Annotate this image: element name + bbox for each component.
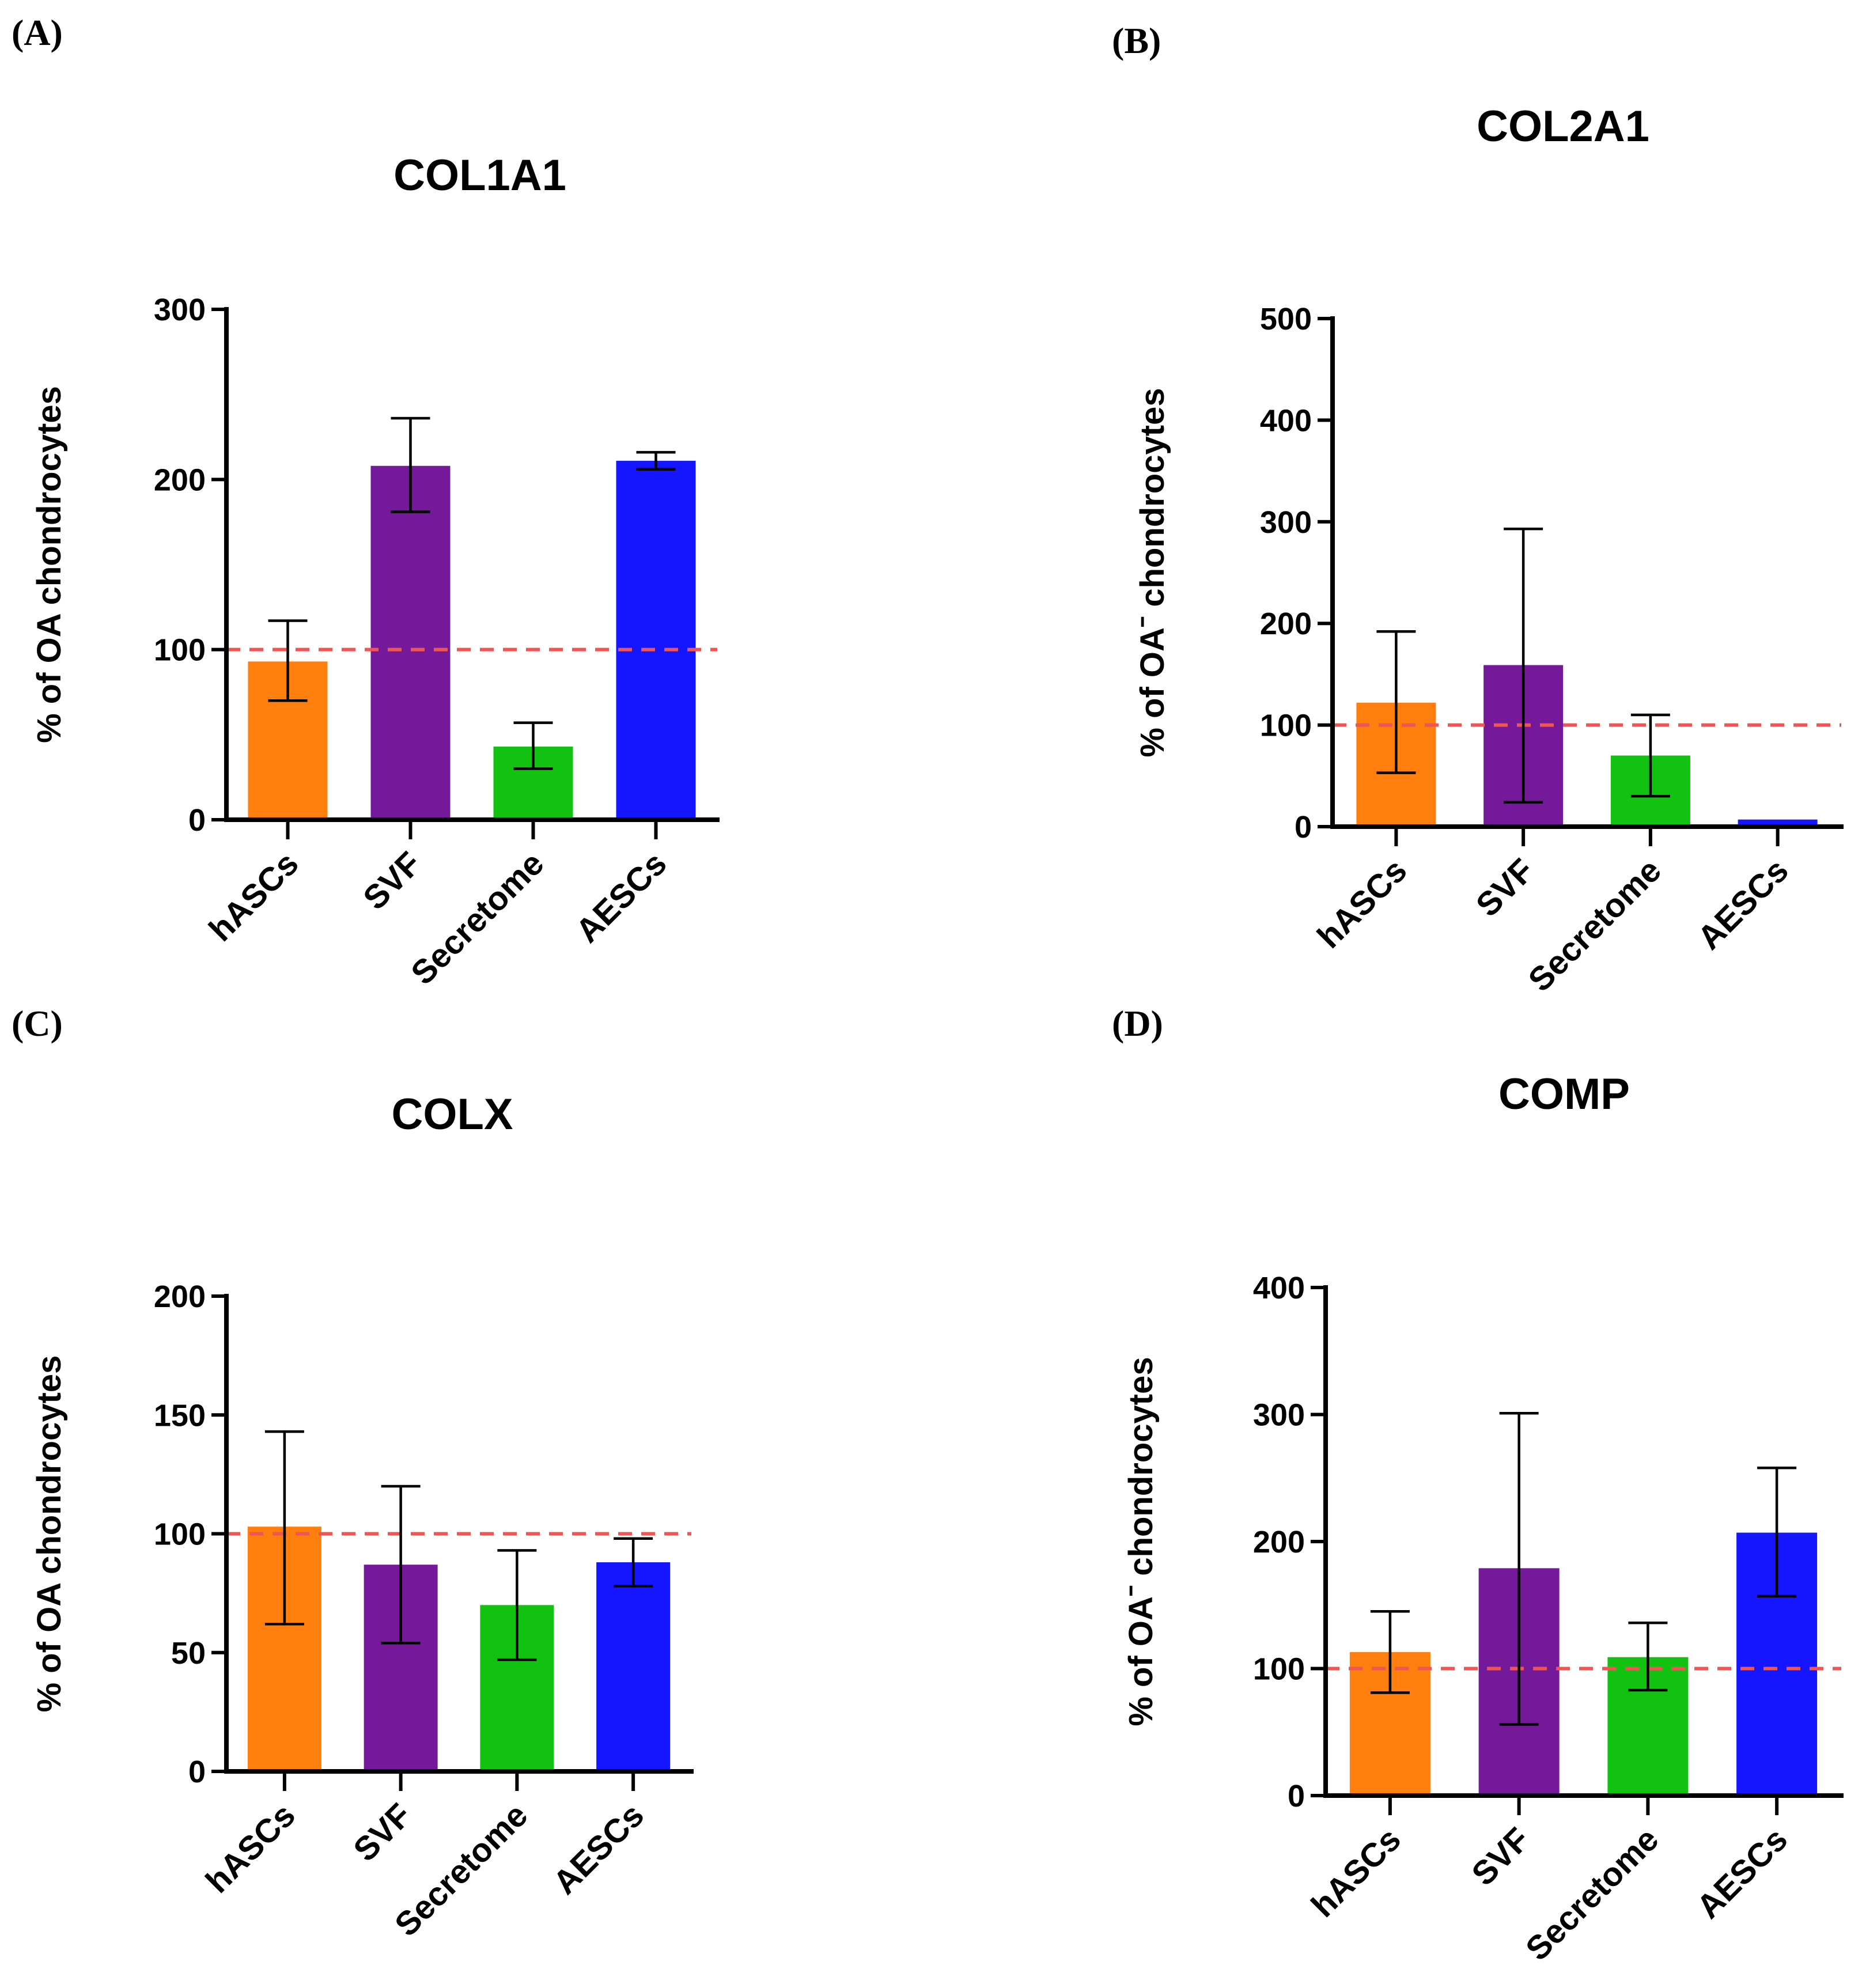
y-tick-label: 0 [1295, 810, 1312, 845]
x-tick-label-svf: SVF [346, 1796, 419, 1869]
x-tick-label-hascs: hASCs [1304, 1820, 1408, 1924]
panel-label: (A) [12, 12, 63, 53]
y-tick-label: 300 [1260, 505, 1312, 540]
error-bar [1504, 527, 1543, 804]
x-tick-label-aescs: AESCs [1690, 851, 1796, 957]
x-tick-label-aescs: AESCs [546, 1796, 652, 1902]
y-tick-label: 0 [188, 803, 206, 838]
x-tick-label-aescs: AESCs [1690, 1820, 1795, 1926]
y-tick-label: 50 [171, 1636, 206, 1671]
x-tick-label-hascs: hASCs [199, 1796, 302, 1900]
chart-title: COLX [391, 1090, 513, 1139]
y-tick-label: 200 [154, 1279, 206, 1314]
error-bar [1499, 1412, 1539, 1726]
panel-label: (B) [1112, 20, 1161, 61]
chart-title: COL2A1 [1477, 102, 1649, 151]
x-tick-label-svf: SVF [356, 845, 429, 917]
panel-c: (C) COLX % of OA chondrocytes 0 50 100 150 200 h… [12, 1003, 694, 1944]
chart-title: COMP [1498, 1070, 1630, 1119]
x-tick-label-svf: SVF [1469, 851, 1542, 924]
error-bar [268, 619, 308, 702]
error-bar [1376, 630, 1416, 774]
chart-title: COL1A1 [393, 151, 566, 200]
panel-a: (A) COL1A1 % of OA chondrocytes 0 100 200 300 h… [12, 12, 720, 992]
y-tick-label: 200 [154, 463, 206, 497]
y-tick-label: 100 [1260, 709, 1312, 743]
y-axis-label: % of OA chondrocytes [31, 386, 68, 743]
y-axis-label: % of OAˉ chondrocytes [1134, 388, 1171, 757]
error-bar [513, 721, 553, 770]
x-tick-label-hascs: hASCs [1310, 851, 1414, 955]
error-bar [391, 416, 430, 513]
y-tick-label: 0 [1288, 1779, 1305, 1813]
bar-aescs [616, 460, 696, 820]
x-tick-label-secretome: Secretome [404, 845, 551, 992]
y-tick-label: 100 [1253, 1652, 1305, 1687]
y-tick-label: 400 [1260, 403, 1312, 438]
x-tick-label-secretome: Secretome [1519, 1820, 1666, 1968]
x-tick-label-aescs: AESCs [569, 845, 674, 950]
panel-b: (B) COL2A1 % of OAˉ chondrocytes 0 100 200 300… [1112, 20, 1844, 999]
y-axis-label: % of OA chondrocytes [31, 1355, 68, 1713]
y-tick-label: 300 [154, 293, 206, 327]
error-bar [381, 1485, 421, 1645]
y-tick-label: 150 [154, 1398, 206, 1433]
y-axis-label: % of OAˉ chondrocytes [1122, 1357, 1160, 1726]
error-bar [264, 1430, 304, 1626]
error-bar [636, 450, 676, 471]
error-bar [1757, 1466, 1797, 1598]
panel-d: (D) COMP % of OAˉ chondrocytes 0 100 200 300 40… [1112, 1003, 1844, 1968]
y-tick-label: 100 [154, 1517, 206, 1552]
panel-label: (D) [1112, 1003, 1163, 1044]
x-tick-label-hascs: hASCs [202, 845, 305, 948]
y-tick-label: 300 [1253, 1398, 1305, 1433]
x-tick-label-svf: SVF [1464, 1820, 1537, 1893]
error-bar [614, 1537, 653, 1588]
x-tick-label-secretome: Secretome [1521, 851, 1668, 999]
bar-svf [370, 465, 451, 820]
panel-label: (C) [12, 1003, 63, 1044]
error-bar [1370, 1610, 1410, 1694]
bar-aescs [596, 1562, 671, 1771]
error-bar [1630, 713, 1670, 798]
y-tick-label: 400 [1253, 1271, 1305, 1305]
y-tick-label: 500 [1260, 302, 1312, 336]
y-tick-label: 100 [154, 633, 206, 668]
error-bar [1628, 1621, 1668, 1692]
y-tick-label: 200 [1253, 1525, 1305, 1559]
y-tick-label: 0 [188, 1755, 206, 1789]
error-bar [497, 1549, 537, 1661]
y-tick-label: 200 [1260, 607, 1312, 641]
